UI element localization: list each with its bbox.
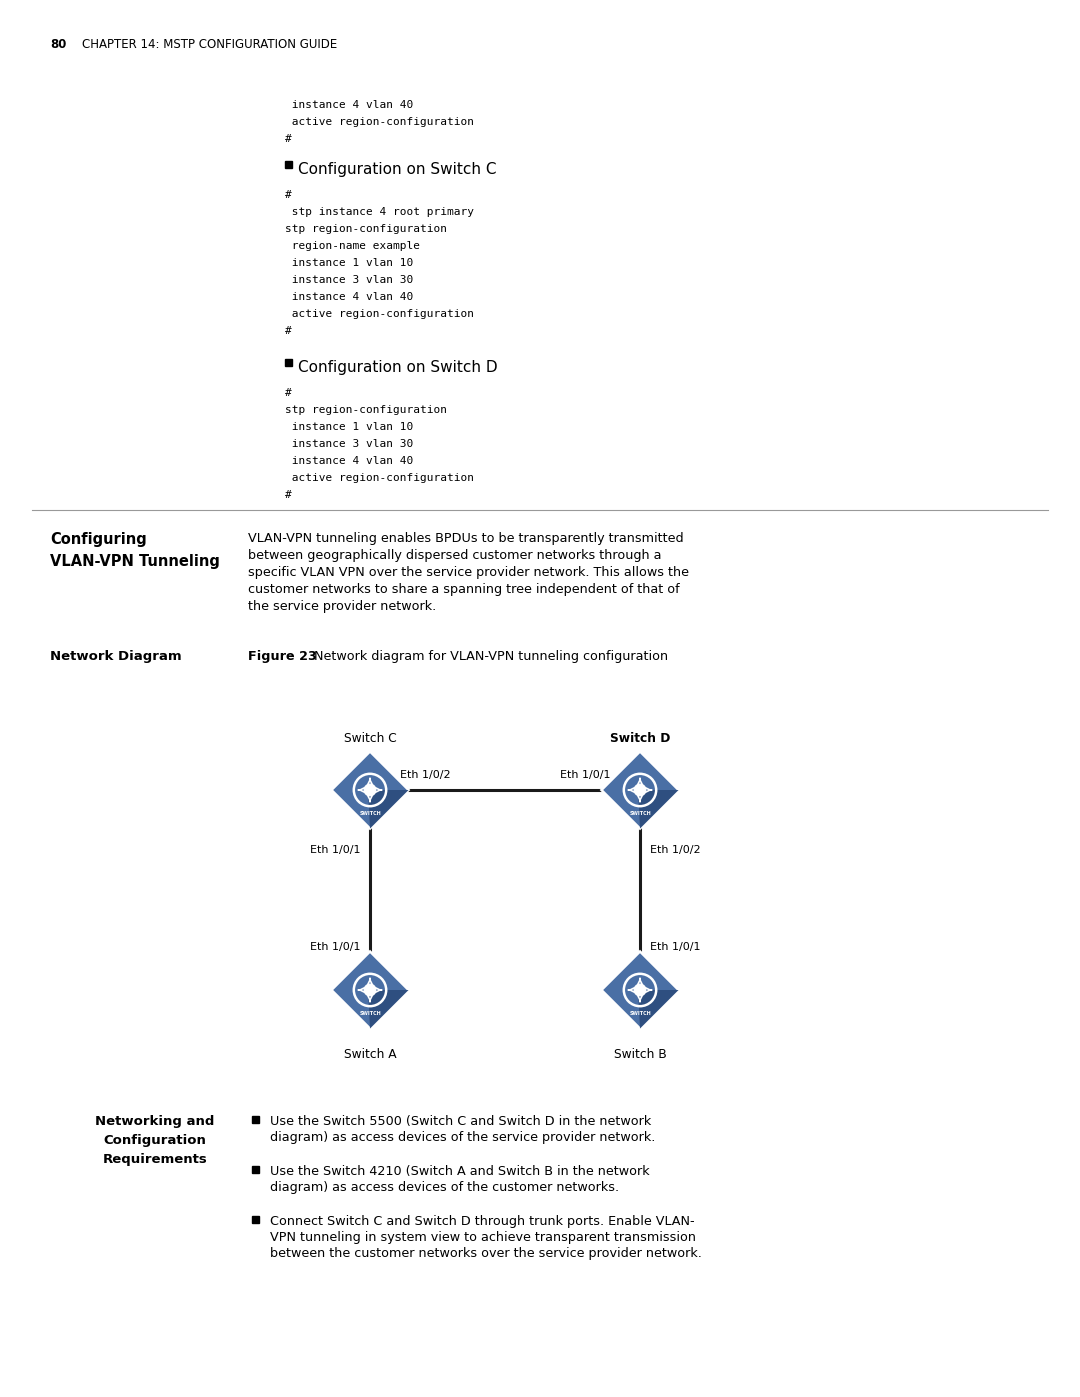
Text: active region-configuration: active region-configuration [285,474,474,483]
Circle shape [364,784,376,796]
Text: region-name example: region-name example [285,242,420,251]
Text: Switch D: Switch D [610,732,671,745]
Bar [252,1116,259,1123]
Text: Connect Switch C and Switch D through trunk ports. Enable VLAN-: Connect Switch C and Switch D through tr… [270,1215,694,1228]
Polygon shape [638,789,678,828]
Text: instance 1 vlan 10: instance 1 vlan 10 [285,422,414,432]
Text: stp region-configuration: stp region-configuration [285,224,447,235]
Text: customer networks to share a spanning tree independent of that of: customer networks to share a spanning tr… [248,583,679,597]
Text: Network Diagram: Network Diagram [50,650,181,664]
Bar [285,359,292,366]
Polygon shape [602,752,678,828]
Text: Networking and
Configuration
Requirements: Networking and Configuration Requirement… [95,1115,215,1166]
Text: Switch A: Switch A [343,1048,396,1060]
Text: Eth 1/0/1: Eth 1/0/1 [310,845,360,855]
Text: active region-configuration: active region-configuration [285,309,474,319]
Text: #: # [285,388,292,398]
Polygon shape [368,789,408,828]
Text: instance 4 vlan 40: instance 4 vlan 40 [285,455,414,467]
Text: Eth 1/0/2: Eth 1/0/2 [650,845,701,855]
Text: active region-configuration: active region-configuration [285,117,474,127]
Text: #: # [285,190,292,200]
Text: Use the Switch 5500 (Switch C and Switch D in the network: Use the Switch 5500 (Switch C and Switch… [270,1115,651,1127]
Text: between geographically dispersed customer networks through a: between geographically dispersed custome… [248,549,661,562]
Text: CHAPTER 14: MSTP CONFIGURATION GUIDE: CHAPTER 14: MSTP CONFIGURATION GUIDE [82,38,337,52]
Text: instance 4 vlan 40: instance 4 vlan 40 [285,101,414,110]
Text: SWITCH: SWITCH [360,812,381,816]
Circle shape [364,985,376,996]
Polygon shape [638,990,678,1028]
Bar [252,1215,259,1222]
Polygon shape [332,752,408,828]
Text: 80: 80 [50,38,66,52]
Text: SWITCH: SWITCH [630,812,651,816]
Text: #: # [285,490,292,500]
Text: Switch C: Switch C [343,732,396,745]
Text: SWITCH: SWITCH [360,1011,381,1017]
Text: instance 3 vlan 30: instance 3 vlan 30 [285,439,414,448]
Text: diagram) as access devices of the service provider network.: diagram) as access devices of the servic… [270,1132,656,1144]
Text: Configuration on Switch D: Configuration on Switch D [298,360,498,374]
Text: Eth 1/0/1: Eth 1/0/1 [559,770,610,780]
Text: diagram) as access devices of the customer networks.: diagram) as access devices of the custom… [270,1180,619,1194]
Text: Configuring
VLAN-VPN Tunneling: Configuring VLAN-VPN Tunneling [50,532,220,569]
Text: Configuration on Switch C: Configuration on Switch C [298,162,497,177]
Text: Eth 1/0/2: Eth 1/0/2 [400,770,450,780]
Text: stp region-configuration: stp region-configuration [285,405,447,415]
Text: instance 3 vlan 30: instance 3 vlan 30 [285,275,414,285]
Text: Switch B: Switch B [613,1048,666,1060]
Text: Network diagram for VLAN-VPN tunneling configuration: Network diagram for VLAN-VPN tunneling c… [306,650,669,664]
Text: Figure 23: Figure 23 [248,650,316,664]
Text: between the customer networks over the service provider network.: between the customer networks over the s… [270,1248,702,1260]
Text: instance 1 vlan 10: instance 1 vlan 10 [285,258,414,268]
Polygon shape [332,951,408,1028]
Text: specific VLAN VPN over the service provider network. This allows the: specific VLAN VPN over the service provi… [248,566,689,578]
Text: stp instance 4 root primary: stp instance 4 root primary [285,207,474,217]
Text: #: # [285,134,292,144]
Text: Eth 1/0/1: Eth 1/0/1 [310,942,360,951]
Text: SWITCH: SWITCH [630,1011,651,1017]
Text: Use the Switch 4210 (Switch A and Switch B in the network: Use the Switch 4210 (Switch A and Switch… [270,1165,650,1178]
Circle shape [634,985,646,996]
Bar [285,161,292,168]
Text: VPN tunneling in system view to achieve transparent transmission: VPN tunneling in system view to achieve … [270,1231,696,1243]
Text: VLAN-VPN tunneling enables BPDUs to be transparently transmitted: VLAN-VPN tunneling enables BPDUs to be t… [248,532,684,545]
Circle shape [634,784,646,796]
Text: Eth 1/0/1: Eth 1/0/1 [650,942,701,951]
Text: the service provider network.: the service provider network. [248,599,436,613]
Polygon shape [602,951,678,1028]
Text: #: # [285,326,292,337]
Bar [252,1166,259,1173]
Polygon shape [368,990,408,1028]
Text: instance 4 vlan 40: instance 4 vlan 40 [285,292,414,302]
